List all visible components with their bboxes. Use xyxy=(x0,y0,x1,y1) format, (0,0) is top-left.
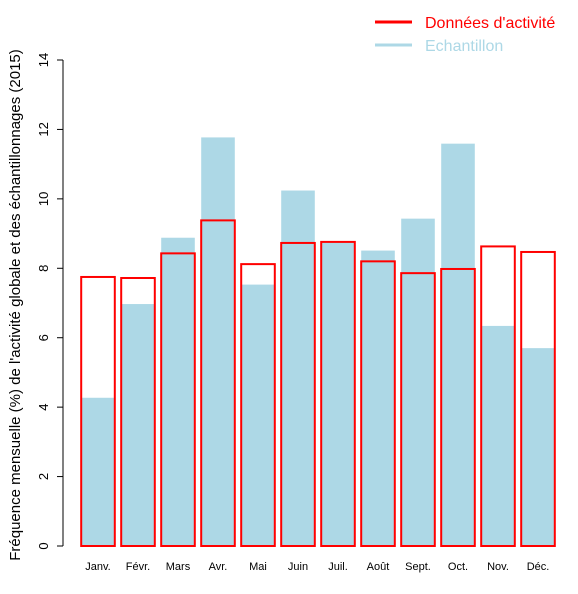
x-tick-label: Nov. xyxy=(487,561,509,573)
activity-bar xyxy=(280,241,316,548)
y-axis-label: Fréquence mensuelle (%) de l'activité gl… xyxy=(7,49,24,561)
legend: Données d'activité Echantillon xyxy=(375,15,555,55)
sample-bar xyxy=(281,190,315,547)
sample-bars xyxy=(81,137,555,547)
sample-bar xyxy=(201,137,235,547)
x-axis-labels: Janv. Févr. Mars Avr. Mai Juin Juil. Août Sept. O… xyxy=(85,561,549,573)
y-tick-label: 0 xyxy=(36,542,51,549)
x-tick-label: Avr. xyxy=(209,561,228,573)
x-tick-label: Juin xyxy=(288,561,308,573)
legend-label-sample: Echantillon xyxy=(425,38,503,55)
x-tick-label: Janv. xyxy=(85,561,110,573)
sample-bar xyxy=(161,237,195,547)
activity-bar xyxy=(360,260,396,547)
sample-bar xyxy=(361,250,395,546)
y-tick-label: 8 xyxy=(36,265,51,272)
sample-bar xyxy=(401,218,435,546)
activity-bar xyxy=(480,245,516,547)
y-tick-label: 4 xyxy=(36,404,51,411)
activity-bar xyxy=(440,267,476,547)
y-axis: 0 2 4 6 8 10 12 14 xyxy=(36,53,64,550)
y-tick-label: 12 xyxy=(36,122,51,136)
x-tick-label: Mai xyxy=(249,561,267,573)
y-tick-label: 10 xyxy=(36,192,51,206)
sample-bar xyxy=(241,284,275,546)
activity-bar xyxy=(80,275,116,547)
legend-label-activity: Données d'activité xyxy=(425,15,555,32)
x-tick-label: Mars xyxy=(166,561,191,573)
activity-bar xyxy=(240,263,276,547)
activity-bar xyxy=(400,272,436,547)
activity-bar xyxy=(120,277,156,547)
x-tick-label: Juil. xyxy=(328,561,348,573)
sample-bar xyxy=(81,397,115,546)
sample-bar xyxy=(521,348,555,546)
activity-bars xyxy=(80,219,556,548)
sample-bar xyxy=(121,304,155,546)
sample-bar xyxy=(441,143,475,546)
activity-bar xyxy=(200,219,236,547)
activity-bar xyxy=(320,240,356,547)
x-tick-label: Oct. xyxy=(448,561,468,573)
x-tick-label: Août xyxy=(367,561,390,573)
x-tick-label: Sept. xyxy=(405,561,431,573)
activity-bar xyxy=(160,252,196,547)
x-tick-label: Déc. xyxy=(527,561,550,573)
y-tick-label: 2 xyxy=(36,473,51,480)
y-tick-label: 6 xyxy=(36,334,51,341)
x-tick-label: Févr. xyxy=(126,561,150,573)
y-tick-label: 14 xyxy=(36,53,51,67)
sample-bar xyxy=(481,325,515,546)
activity-bar xyxy=(520,250,556,547)
sample-bar xyxy=(321,241,355,546)
